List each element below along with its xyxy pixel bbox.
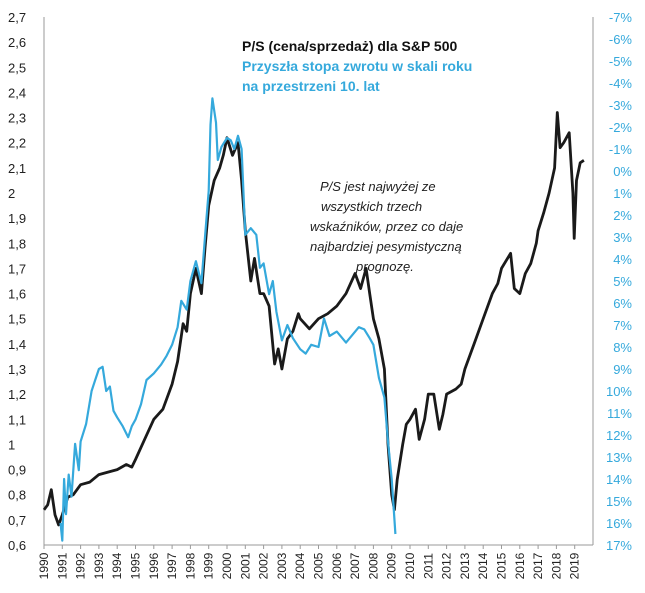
y-tick-right: 1% <box>613 186 632 201</box>
x-tick: 1997 <box>165 552 179 579</box>
y-tick-left: 0,8 <box>8 488 26 503</box>
x-tick: 1995 <box>129 552 143 579</box>
y-tick-right: 2% <box>613 208 632 223</box>
y-tick-right: 5% <box>613 274 632 289</box>
y-tick-left: 0,6 <box>8 538 26 553</box>
y-tick-right: 0% <box>613 164 632 179</box>
x-tick: 1994 <box>110 552 124 579</box>
y-tick-right: 12% <box>606 428 632 443</box>
x-tick: 1999 <box>202 552 216 579</box>
y-tick-right: 10% <box>606 384 632 399</box>
y-tick-left: 2,3 <box>8 111 26 126</box>
x-tick: 2012 <box>440 552 454 579</box>
x-tick: 2007 <box>348 552 362 579</box>
x-tick: 2013 <box>458 552 472 579</box>
chart-subtitle-line-2: na przestrzeni 10. lat <box>242 78 380 94</box>
y-tick-left: 0,7 <box>8 513 26 528</box>
y-tick-right: 11% <box>607 406 632 421</box>
x-tick: 2002 <box>257 552 271 579</box>
y-tick-left: 2,2 <box>8 136 26 151</box>
y-tick-left: 1 <box>8 437 15 452</box>
x-tick: 1991 <box>55 552 69 579</box>
x-tick: 2001 <box>238 552 252 579</box>
y-tick-right: 9% <box>613 362 632 377</box>
y-tick-left: 1,6 <box>8 287 26 302</box>
annotation-line-3: wskaźników, przez co daje <box>310 219 463 234</box>
y-tick-left: 1,3 <box>8 362 26 377</box>
y-tick-right: -2% <box>609 120 633 135</box>
y-tick-right: 3% <box>613 230 632 245</box>
x-tick: 2018 <box>549 552 563 579</box>
y-tick-left: 1,7 <box>8 261 26 276</box>
series-line-1 <box>42 111 585 527</box>
x-tick: 2008 <box>366 552 380 579</box>
y-tick-left: 1,1 <box>8 412 26 427</box>
tick-labels: 0,6 0,7 0,8 0,9 1 1,1 1,2 1,3 1,4 1,5 1,6 1,7 1,8 1,9… <box>8 10 632 579</box>
y-tick-right: 14% <box>606 472 632 487</box>
y-tick-right: -6% <box>609 32 633 47</box>
y-tick-right: -7% <box>609 10 633 25</box>
y-tick-right: 4% <box>613 252 632 267</box>
x-tick: 2003 <box>275 552 289 579</box>
y-tick-right: 13% <box>606 450 632 465</box>
x-tick: 2006 <box>330 552 344 579</box>
x-tick: 2019 <box>568 552 582 579</box>
y-tick-left: 2,7 <box>8 10 26 25</box>
y-tick-left: 1,8 <box>8 236 26 251</box>
x-tick: 2015 <box>495 552 509 579</box>
y-tick-right: 16% <box>606 516 632 531</box>
x-tick: 1992 <box>74 552 88 579</box>
y-tick-right: 15% <box>606 494 632 509</box>
y-tick-left: 2 <box>8 186 15 201</box>
annotation-line-4: najbardziej pesymistyczną <box>310 239 462 254</box>
annotation-line-2: wszystkich trzech <box>321 199 422 214</box>
x-tick: 1996 <box>147 552 161 579</box>
y-tick-left: 1,4 <box>8 337 26 352</box>
y-tick-left: 0,9 <box>8 463 26 478</box>
chart-subtitle-line-1: Przyszła stopa zwrotu w skali roku <box>242 58 472 74</box>
y-tick-left: 1,9 <box>8 211 26 226</box>
series-line-2 <box>59 97 397 542</box>
y-tick-left: 2,5 <box>8 60 26 75</box>
series-lines <box>42 97 585 542</box>
y-tick-right: -1% <box>609 142 633 157</box>
x-tick: 2000 <box>220 552 234 579</box>
x-tick: 2014 <box>476 552 490 579</box>
y-tick-left: 1,5 <box>8 312 26 327</box>
x-tick: 2004 <box>293 552 307 579</box>
chart-title: P/S (cena/sprzedaż) dla S&P 500 <box>242 38 457 54</box>
y-tick-right: -4% <box>609 76 633 91</box>
x-tick: 2010 <box>403 552 417 579</box>
y-tick-left: 2,4 <box>8 85 26 100</box>
y-tick-right: -3% <box>609 98 633 113</box>
x-tick: 2011 <box>421 553 435 579</box>
y-tick-right: 7% <box>613 318 632 333</box>
y-tick-left: 1,2 <box>8 387 26 402</box>
annotation-line-5: prognozę. <box>355 259 414 274</box>
y-tick-right: 6% <box>613 296 632 311</box>
y-tick-right: 8% <box>613 340 632 355</box>
x-tick: 1990 <box>37 552 51 579</box>
y-tick-left: 2,1 <box>8 161 26 176</box>
annotation-line-1: P/S jest najwyżej ze <box>320 179 436 194</box>
x-tick: 2016 <box>513 552 527 579</box>
y-tick-right: 17% <box>606 538 632 553</box>
x-tick: 2017 <box>531 552 545 579</box>
x-tick: 2005 <box>312 552 326 579</box>
x-tick: 1993 <box>92 552 106 579</box>
x-tick: 1998 <box>183 552 197 579</box>
y-tick-right: -5% <box>609 54 633 69</box>
x-tick: 2009 <box>385 552 399 579</box>
y-tick-left: 2,6 <box>8 35 26 50</box>
